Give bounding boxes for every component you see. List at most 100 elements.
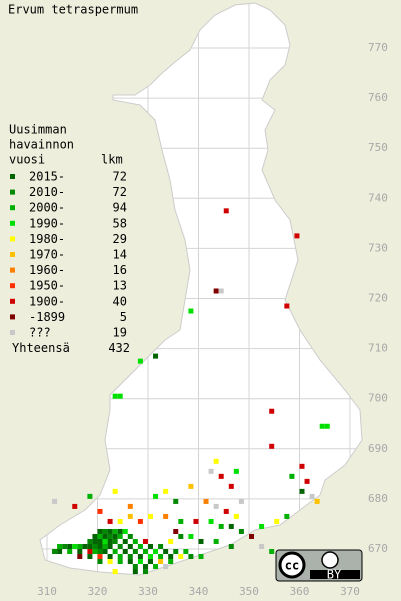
easting-label: 360: [290, 585, 310, 598]
record-square: [92, 544, 98, 549]
record-square: [163, 549, 169, 555]
record-square: [117, 533, 123, 539]
record-square: [269, 443, 275, 449]
legend-heading: vuosi: [9, 153, 45, 167]
record-square: [107, 544, 113, 549]
records: [52, 208, 330, 575]
northing-label: 710: [368, 342, 388, 355]
record-square: [137, 358, 143, 364]
record-square: [203, 498, 209, 504]
legend-swatch: [10, 252, 15, 257]
record-square: [218, 523, 224, 529]
legend-label: 2000-: [29, 201, 65, 215]
legend-swatch: [10, 314, 15, 320]
legend-heading: havainnon: [9, 138, 74, 152]
legend-total-label: Yhteensä: [12, 341, 70, 355]
record-square: [142, 564, 148, 570]
record-square: [228, 523, 234, 529]
record-square: [228, 483, 234, 489]
badge-band: [310, 570, 360, 579]
legend-label: 1900-: [29, 294, 65, 308]
record-square: [97, 528, 103, 534]
record-square: [97, 533, 103, 539]
legend-label: 1970-: [29, 248, 65, 262]
legend-label: 2015-: [29, 170, 65, 184]
record-square: [158, 544, 164, 549]
record-square: [304, 478, 310, 484]
record-square: [117, 518, 123, 524]
record-square: [284, 303, 290, 309]
legend-swatch: [10, 189, 15, 195]
record-square: [208, 468, 214, 474]
legend-count: 72: [113, 170, 127, 184]
record-square: [67, 544, 73, 549]
legend-count-heading: lkm: [101, 153, 123, 167]
record-square: [107, 538, 113, 544]
record-square: [132, 564, 138, 570]
legend-count: 14: [113, 248, 127, 262]
record-square: [92, 549, 98, 555]
legend-swatch: [10, 205, 15, 211]
legend-label: -1899: [29, 310, 65, 324]
record-square: [163, 513, 169, 519]
legend-label: ???: [29, 326, 51, 340]
record-square: [218, 288, 224, 294]
record-square: [137, 554, 143, 560]
northing-label: 680: [368, 492, 388, 505]
record-square: [107, 554, 113, 560]
legend-count: 40: [113, 294, 127, 308]
license-label: BY: [327, 568, 342, 582]
record-square: [137, 559, 143, 565]
record-square: [188, 554, 194, 560]
record-square: [218, 473, 224, 479]
legend-count: 72: [113, 185, 127, 199]
record-square: [77, 549, 83, 555]
record-square: [132, 569, 138, 575]
record-square: [57, 549, 63, 555]
record-square: [52, 498, 58, 504]
record-square: [314, 498, 320, 504]
legend-swatch: [10, 174, 15, 179]
record-square: [137, 544, 143, 549]
record-square: [77, 544, 83, 549]
record-square: [223, 208, 229, 214]
record-square: [57, 544, 63, 549]
record-square: [87, 549, 93, 555]
record-square: [213, 538, 219, 544]
record-square: [102, 533, 108, 539]
record-square: [148, 554, 153, 560]
record-square: [142, 569, 148, 575]
record-square: [87, 544, 93, 549]
record-square: [213, 458, 219, 464]
record-square: [137, 518, 143, 524]
record-square: [87, 554, 93, 560]
easting-label: 350: [239, 585, 259, 598]
record-square: [62, 544, 68, 549]
record-square: [158, 559, 164, 565]
by-icon: [321, 551, 339, 569]
record-square: [269, 549, 275, 555]
record-square: [117, 393, 123, 399]
cc-icon: [278, 551, 306, 579]
record-square: [188, 533, 194, 539]
legend-swatch: [10, 236, 15, 242]
northing-label: 740: [368, 191, 388, 204]
record-square: [178, 554, 184, 560]
legend-swatch: [10, 267, 15, 273]
record-square: [102, 544, 108, 549]
record-square: [97, 508, 103, 514]
record-square: [188, 483, 194, 489]
record-square: [112, 528, 118, 534]
record-square: [142, 538, 148, 544]
record-square: [132, 549, 138, 555]
legend-swatch: [10, 283, 15, 289]
northing-label: 720: [368, 292, 388, 305]
record-square: [112, 393, 118, 399]
record-square: [107, 518, 113, 524]
record-square: [112, 569, 118, 575]
record-square: [92, 533, 98, 539]
record-square: [233, 468, 239, 474]
record-square: [117, 544, 123, 549]
legend-count: 58: [113, 216, 127, 230]
